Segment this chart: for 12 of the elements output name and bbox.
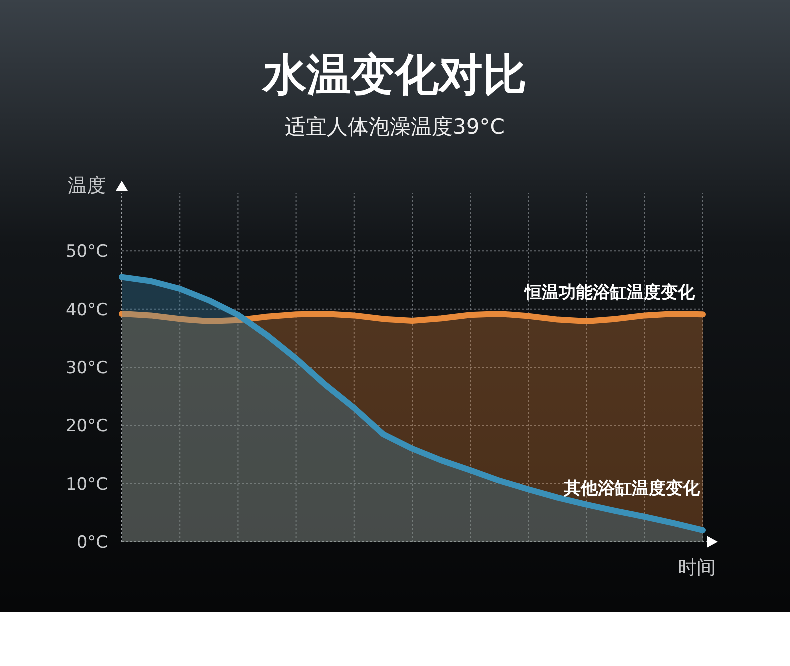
y-axis-title: 温度 [68, 175, 106, 197]
y-tick-label: 10°C [66, 474, 108, 495]
y-tick-label: 40°C [66, 300, 108, 320]
y-tick-label: 0°C [76, 533, 108, 553]
x-axis-title: 时间 [678, 557, 716, 579]
chart-title: 水温变化对比 [261, 50, 527, 101]
series-label: 其他浴缸温度变化 [563, 479, 701, 499]
y-tick-label: 50°C [66, 242, 108, 262]
y-tick-label: 30°C [66, 358, 108, 378]
chart-subtitle: 适宜人体泡澡温度39°C [285, 115, 505, 139]
series-label: 恒温功能浴缸温度变化 [524, 283, 696, 303]
y-tick-label: 20°C [66, 416, 108, 437]
